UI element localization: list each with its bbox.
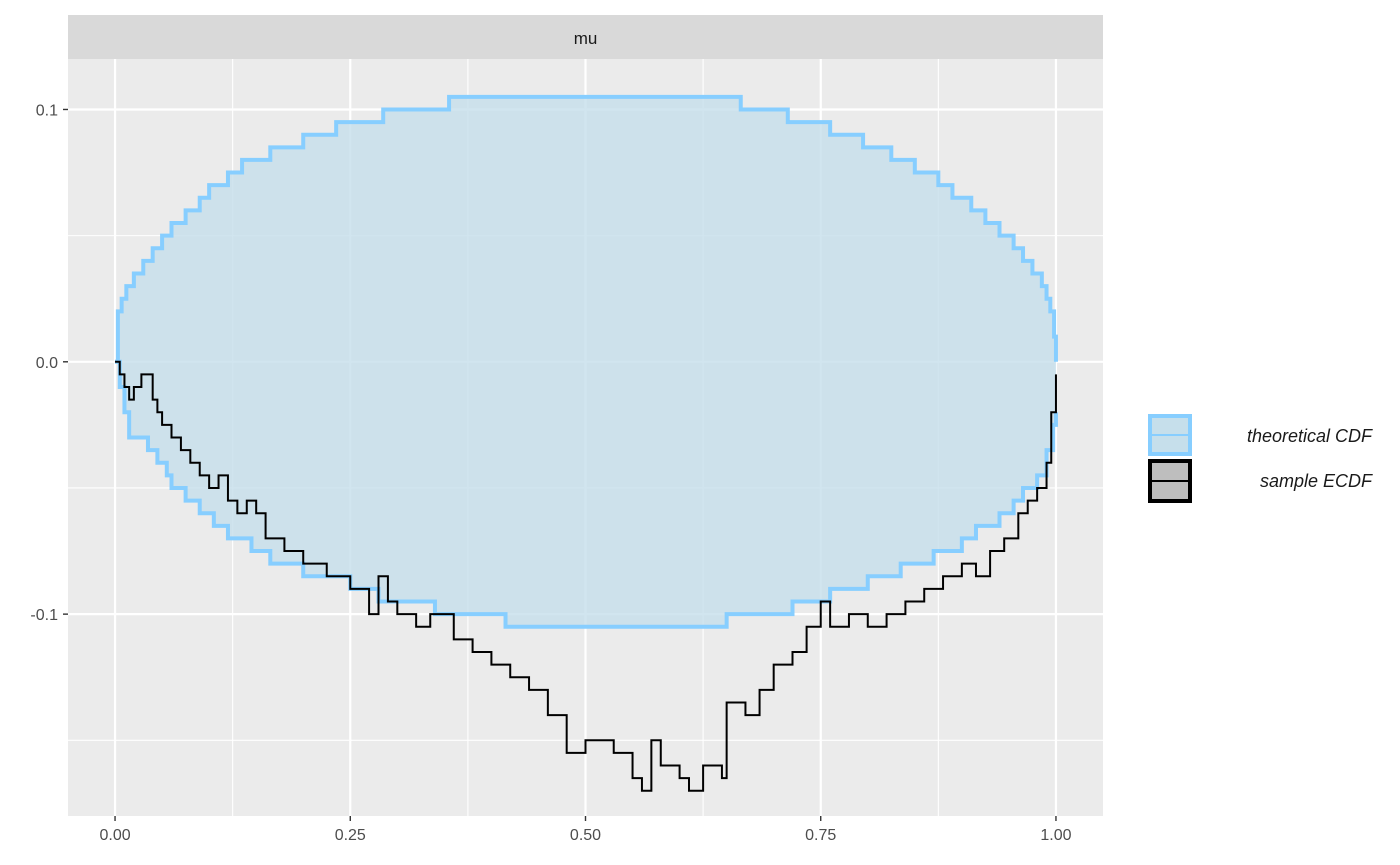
x-tick-label: 1.00 xyxy=(1040,827,1071,844)
x-tick-label: 0.25 xyxy=(335,827,366,844)
legend-label-sample-ecdf: sample ECDF xyxy=(1260,471,1373,491)
x-tick-label: 0.00 xyxy=(99,827,130,844)
x-tick-label: 0.75 xyxy=(805,827,836,844)
legend-label-theoretical-cdf: theoretical CDF xyxy=(1247,426,1373,446)
legend: theoretical CDF sample ECDF xyxy=(1150,416,1373,501)
x-tick-label: 0.50 xyxy=(570,827,601,844)
x-axis: 0.00 0.25 0.50 0.75 1.00 xyxy=(99,816,1071,844)
theoretical-cdf-band-fill xyxy=(115,97,1056,627)
facet-label: mu xyxy=(574,29,598,48)
y-tick-label: 0.1 xyxy=(36,102,58,119)
y-tick-label: 0.0 xyxy=(36,355,58,372)
y-tick-label: -0.1 xyxy=(30,607,58,624)
legend-key-theoretical-cdf xyxy=(1150,416,1190,454)
theoretical-cdf-band-layer xyxy=(115,97,1056,627)
y-axis: -0.1 0.0 0.1 xyxy=(30,102,68,624)
legend-key-sample-ecdf xyxy=(1150,461,1190,501)
